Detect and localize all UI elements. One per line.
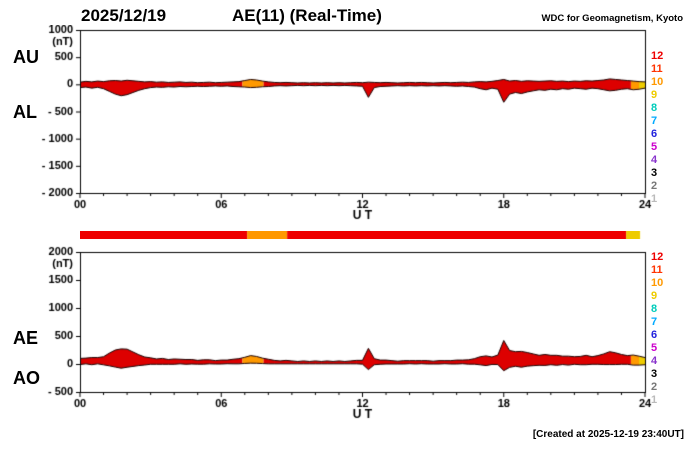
created-timestamp: [Created at 2025-12-19 23:40UT] (532, 429, 684, 440)
legend-item: 10 (651, 277, 664, 289)
ae-ao-chart-canvas (0, 245, 700, 420)
legend-item: 1 (651, 394, 658, 406)
legend-item: 9 (651, 290, 658, 302)
au-al-chart-canvas (0, 25, 700, 220)
station-count-legend-top: 12 11 10 9 8 7 6 5 4 3 2 1 (651, 50, 663, 206)
legend-item: 11 (651, 63, 663, 75)
legend-item: 10 (651, 76, 664, 88)
legend-item: 2 (651, 381, 658, 393)
station-count-legend-bottom: 12 11 10 9 8 7 6 5 4 3 2 1 (651, 251, 663, 407)
legend-item: 9 (651, 89, 658, 101)
legend-item: 3 (651, 167, 658, 179)
legend-item: 4 (651, 355, 658, 367)
legend-item: 4 (651, 154, 658, 166)
legend-item: 6 (651, 329, 658, 341)
au-axis-label: AU (13, 47, 39, 67)
page-title: AE(11) (Real-Time) (232, 6, 382, 25)
al-axis-label: AL (13, 102, 37, 122)
legend-item: 7 (651, 316, 658, 328)
legend-item: 5 (651, 141, 658, 153)
legend-item: 8 (651, 303, 658, 315)
activity-color-bar (80, 231, 645, 239)
legend-item: 2 (651, 180, 658, 192)
legend-item: 5 (651, 342, 658, 354)
ae-axis-label: AE (13, 328, 39, 348)
legend-item: 12 (651, 251, 664, 263)
legend-item: 11 (651, 264, 663, 276)
date-label: 2025/12/19 (81, 6, 167, 25)
legend-item: 7 (651, 115, 658, 127)
legend-item: 1 (651, 193, 658, 205)
legend-item: 6 (651, 128, 658, 140)
organization-label: WDC for Geomagnetism, Kyoto (541, 13, 683, 24)
legend-item: 3 (651, 368, 658, 380)
legend-item: 8 (651, 102, 658, 114)
ao-axis-label: AO (13, 368, 40, 388)
legend-item: 12 (651, 50, 664, 62)
